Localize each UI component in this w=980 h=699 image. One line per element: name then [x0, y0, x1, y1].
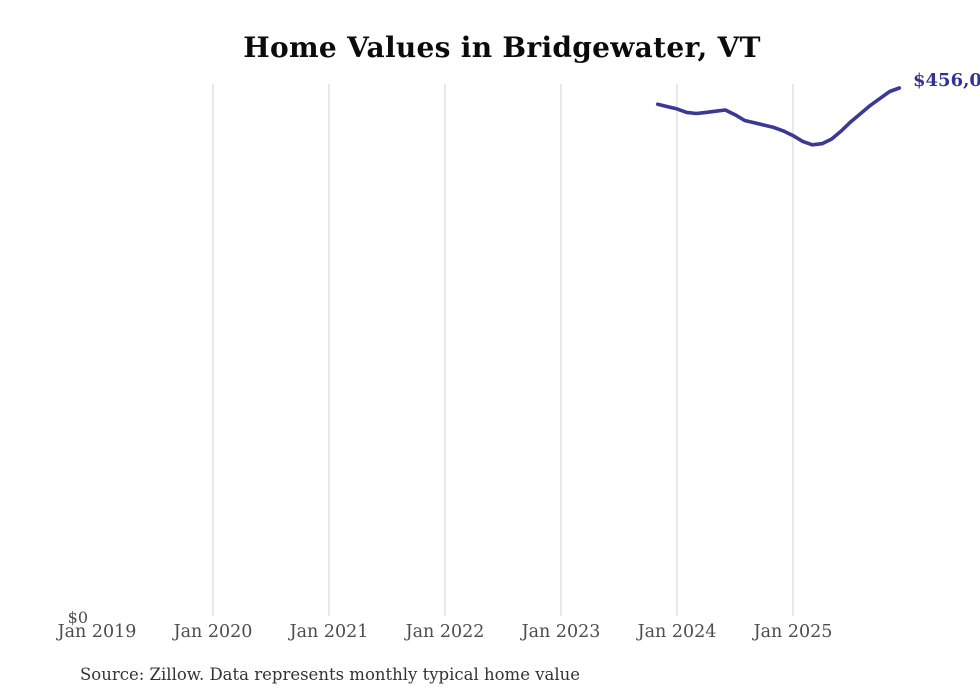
vertical-gridlines: [212, 84, 794, 616]
x-tick-label: Jan 2021: [289, 622, 369, 642]
chart-title: Home Values in Bridgewater, VT: [243, 31, 761, 64]
home-value-line: [655, 86, 902, 147]
series-end-value-label: $456,000: [913, 70, 980, 91]
x-tick-label: Jan 2019: [57, 622, 137, 642]
y-axis-zero-label: $0: [67, 608, 88, 627]
x-tick-label: Jan 2020: [173, 622, 253, 642]
source-note: Source: Zillow. Data represents monthly …: [80, 665, 581, 684]
x-tick-label: Jan 2024: [637, 622, 717, 642]
x-tick-label: Jan 2022: [405, 622, 485, 642]
x-tick-label: Jan 2025: [753, 622, 833, 642]
x-tick-label: Jan 2023: [521, 622, 601, 642]
